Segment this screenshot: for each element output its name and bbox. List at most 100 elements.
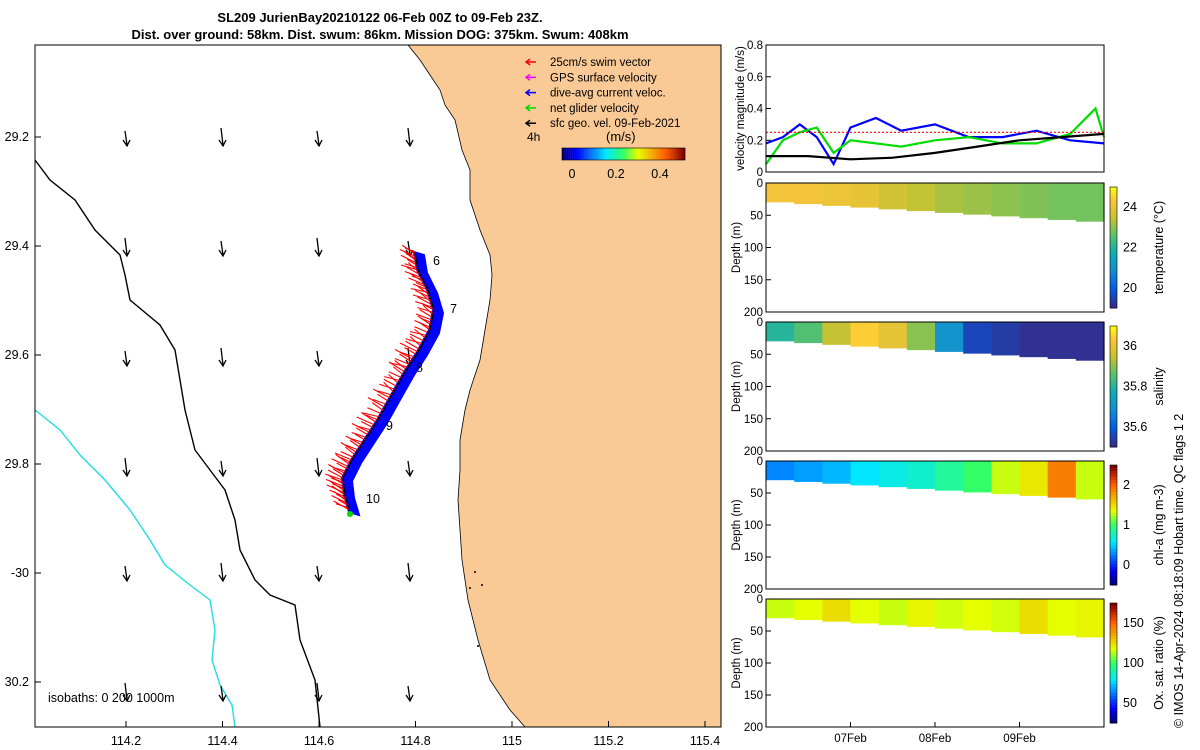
section-cell: [850, 599, 880, 624]
colorbar-cell: [605, 148, 608, 160]
geo-arrow-head: [218, 139, 227, 148]
section-colorbar-cell: [1110, 555, 1117, 559]
geo-arrow-head: [218, 694, 227, 703]
swim-vector: [422, 304, 434, 316]
colorbar-cell: [648, 148, 651, 160]
section-colorbar-cell: [1110, 413, 1117, 418]
section-colorbar-cell: [1110, 573, 1117, 577]
section-cell: [1019, 599, 1049, 634]
map-frame: [34, 44, 722, 728]
swim-vector: [405, 338, 423, 345]
section-cell: [822, 599, 852, 622]
swim-vector: [325, 478, 345, 488]
section-y-tick-label: 100: [744, 382, 763, 394]
swim-vector: [377, 390, 393, 396]
section-colorbar-cell: [1110, 606, 1117, 610]
velocity-series-line: [766, 132, 1105, 161]
coastline: [407, 44, 526, 728]
colorbar-cell: [613, 148, 616, 160]
section-colorbar-frame: [1109, 186, 1118, 309]
section-cell: [794, 322, 823, 344]
geo-arrow: [405, 460, 414, 478]
geo-arrow-shaft: [407, 127, 411, 146]
section-cell: [766, 461, 795, 481]
colorbar-cell: [672, 148, 675, 160]
swim-vector: [331, 458, 349, 468]
section-colorbar-cell: [1110, 666, 1117, 670]
geo-arrow: [122, 237, 131, 258]
geo-arrow-head: [218, 249, 227, 258]
swim-vector: [377, 393, 389, 402]
colorbar-cell: [631, 148, 634, 160]
colorbar-cell: [590, 148, 593, 160]
swim-vector: [325, 473, 344, 481]
track-line: [342, 251, 435, 513]
section-y-tick-label: 150: [744, 414, 763, 426]
section-colorbar-cell: [1110, 582, 1117, 586]
colorbar-cell: [592, 148, 595, 160]
section-y-tick-label: 50: [750, 349, 763, 361]
section-colorbar-cell: [1110, 253, 1117, 258]
section-colorbar-cell: [1110, 395, 1117, 400]
section-cell: [794, 183, 823, 205]
section-colorbar-cell: [1110, 187, 1117, 191]
section-colorbar-cell: [1110, 543, 1117, 547]
swim-vector: [394, 349, 414, 360]
section-y-tick-label: 50: [750, 210, 763, 222]
swim-vector: [404, 270, 422, 279]
section-cell: [963, 322, 992, 354]
section-cell: [1047, 322, 1077, 359]
swim-vector: [415, 281, 427, 289]
section-colorbar-cell: [1110, 474, 1117, 478]
swim-vector: [345, 444, 359, 451]
section-colorbar-tick-label: 22: [1123, 241, 1137, 255]
swim-vector: [351, 431, 367, 439]
swim-vector-fan: [325, 244, 435, 511]
geo-arrow-shaft: [124, 682, 128, 701]
section-cell: [1075, 183, 1105, 222]
section-cell: [963, 599, 992, 631]
geo-arrow: [218, 685, 227, 703]
island-dots: [469, 571, 483, 647]
section-colorbar-cell: [1110, 256, 1117, 261]
colorbar-cell: [611, 148, 614, 160]
colorbar-cell: [625, 148, 628, 160]
colorbar-cell: [623, 148, 626, 160]
section-colorbar-cell: [1110, 271, 1117, 276]
section-colorbar-cell: [1110, 690, 1117, 694]
section-colorbar-cell: [1110, 241, 1117, 245]
swim-vector: [394, 360, 407, 370]
map-y-tick-label: 30.2: [5, 675, 29, 689]
geo-arrow-shaft: [220, 347, 224, 366]
section-colorbar-cell: [1110, 657, 1117, 661]
colorbar-cell: [578, 148, 581, 160]
section-y-label: Depth (m): [731, 637, 743, 688]
colorbar-cell: [594, 148, 597, 160]
colorbar-cell: [654, 148, 657, 160]
swim-vector: [383, 381, 395, 393]
section-cell: [906, 461, 936, 489]
section-cell: [794, 461, 823, 482]
section-colorbar-cell: [1110, 238, 1117, 242]
section-cell: [878, 599, 908, 626]
swim-vector: [371, 402, 384, 412]
section-colorbar-cell: [1110, 675, 1117, 679]
map-y-tick-label: 29.8: [5, 457, 29, 471]
section-x-tick-label: 09Feb: [1003, 733, 1036, 745]
figure-title-line2: Dist. over ground: 58km. Dist. swum: 86k…: [131, 27, 629, 42]
section-y-tick-label: 0: [757, 317, 763, 329]
section-y-label: Depth (m): [731, 222, 743, 273]
swim-vector: [365, 414, 379, 421]
map-y-tick-label: -30: [11, 566, 29, 580]
section-colorbar-cell: [1110, 645, 1117, 649]
section-colorbar-cell: [1110, 326, 1117, 330]
map-x-tick-label: 114.4: [207, 734, 237, 748]
swim-vector: [415, 313, 433, 321]
swim-vector: [404, 347, 417, 355]
section-y-tick-label: 200: [744, 584, 763, 596]
section-colorbar-tick-label: 100: [1123, 656, 1144, 670]
legend-label: 25cm/s swim vector: [550, 57, 651, 69]
section-colorbar-cell: [1110, 280, 1117, 285]
section-colorbar-cell: [1110, 642, 1117, 646]
